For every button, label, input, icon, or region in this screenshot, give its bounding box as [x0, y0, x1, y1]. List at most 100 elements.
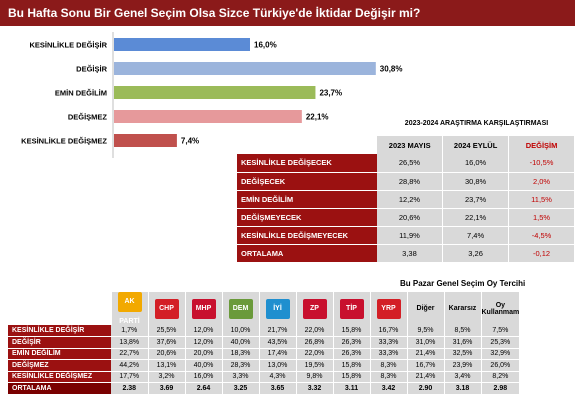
vote-header-text: Kararsız — [444, 292, 482, 325]
vote-cell: 3.18 — [444, 382, 482, 395]
bar-value-label: 16,0% — [254, 41, 277, 50]
bar-category-label: DEĞİŞMEZ — [68, 113, 108, 122]
vote-cell: 43,5% — [259, 336, 297, 349]
comparison-value-2023: 12,2% — [376, 190, 444, 209]
bar — [114, 110, 302, 123]
vote-cell: 13,8% — [111, 336, 149, 349]
comparison-row: DEĞİŞECEK 28,8% 30,8% 2,0% — [237, 172, 575, 191]
vote-cell: 3.25 — [222, 382, 260, 395]
vote-cell: 26,8% — [296, 336, 334, 349]
vote-cell: 18,3% — [222, 348, 260, 360]
vote-header-party: TİP — [333, 292, 371, 325]
vote-cell: 33,3% — [370, 336, 408, 349]
tip-logo: TİP — [339, 298, 364, 319]
vote-cell: 3,2% — [148, 371, 186, 383]
dem-parti-logo: DEM — [228, 298, 253, 319]
bar-value-label: 23,7% — [319, 89, 342, 98]
comparison-row: EMİN DEĞİLİM 12,2% 23,7% 11,5% — [237, 190, 575, 209]
comparison-value-2023: 11,9% — [376, 226, 444, 245]
comparison-value-change: 2,0% — [508, 172, 575, 191]
vote-row-label: DEĞİŞMEZ — [8, 359, 111, 372]
vote-cell: 13,1% — [148, 359, 186, 372]
vote-cell: 12,0% — [185, 325, 223, 337]
vote-row-label: KESİNLİKLE DEĞİŞİR — [8, 325, 111, 337]
vote-row-label: DEĞİŞİR — [8, 336, 111, 349]
comparison-header-change: DEĞİŞİM — [508, 136, 575, 154]
vote-cell: 31,0% — [407, 336, 445, 349]
vote-header-party: İYİ — [259, 292, 297, 325]
vote-cell: 13,0% — [259, 359, 297, 372]
iyi-parti-logo: İYİ — [265, 298, 290, 319]
vote-cell: 15,8% — [333, 325, 371, 337]
bar-chart: KESİNLİKLE DEĞİŞİR 16,0% DEĞİŞİR 30,8% EMİN … — [21, 32, 403, 158]
vote-cell: 37,6% — [148, 336, 186, 349]
vote-cell: 1,7% — [111, 325, 149, 337]
vote-cell: 32,5% — [444, 348, 482, 360]
vote-header-party: YRP — [370, 292, 408, 325]
vote-cell: 2.90 — [407, 382, 445, 395]
vote-cell: 9,8% — [296, 371, 334, 383]
bar-category-label: EMİN DEĞİLİM — [55, 89, 107, 98]
comparison-row-label: KESİNLİKLE DEĞİŞECEK — [237, 154, 377, 173]
vote-cell: 4,3% — [259, 371, 297, 383]
vote-row: KESİNLİKLE DEĞİŞİR 1,7% 25,5% 12,0% 10,0% 21,… — [8, 325, 521, 337]
comparison-value-2024: 22,1% — [442, 208, 510, 227]
chart-title: Bu Hafta Sonu Bir Genel Seçim Olsa Sizce… — [0, 0, 575, 26]
comparison-value-2024: 30,8% — [442, 172, 510, 191]
vote-cell: 20,0% — [185, 348, 223, 360]
bar-value-label: 30,8% — [380, 65, 403, 74]
comparison-header-2024: 2024 EYLÜL — [442, 136, 510, 154]
vote-header-text: Oy Kullanmam — [481, 292, 521, 325]
vote-cell: 26,3% — [333, 336, 371, 349]
vote-cell: 2.38 — [111, 382, 149, 395]
vote-cell: 8,5% — [444, 325, 482, 337]
vote-cell: 21,7% — [259, 325, 297, 337]
comparison-row: KESİNLİKLE DEĞİŞMEYECEK 11,9% 7,4% -4,5% — [237, 226, 575, 245]
bar — [114, 62, 376, 75]
vote-cell: 33,3% — [370, 348, 408, 360]
comparison-row: ORTALAMA 3,38 3,26 -0,12 — [237, 244, 575, 263]
vote-header-party: AK PARTİ — [111, 292, 149, 325]
vote-cell: 31,6% — [444, 336, 482, 349]
comparison-row-label: ORTALAMA — [237, 244, 377, 263]
comparison-row: KESİNLİKLE DEĞİŞECEK 26,5% 16,0% -10,5% — [237, 154, 575, 173]
comparison-value-2024: 7,4% — [442, 226, 510, 245]
vote-row: KESİNLİKLE DEĞİŞMEZ 17,7% 3,2% 16,0% 3,3% 4,3… — [8, 371, 521, 383]
vote-header-party: CHP — [148, 292, 186, 325]
comparison-header-2023: 2023 MAYIS — [376, 136, 444, 154]
vote-cell: 32,9% — [481, 348, 521, 360]
vote-row: EMİN DEĞİLİM 22,7% 20,6% 20,0% 18,3% 17,4% 22,… — [8, 348, 521, 360]
comparison-value-change: -0,12 — [508, 244, 575, 263]
vote-cell: 8,2% — [481, 371, 521, 383]
vote-cell: 40,0% — [222, 336, 260, 349]
vote-cell: 8,3% — [370, 371, 408, 383]
vote-cell: 22,7% — [111, 348, 149, 360]
comparison-value-change: -4,5% — [508, 226, 575, 245]
bar-category-label: KESİNLİKLE DEĞİŞMEZ — [21, 137, 107, 146]
vote-row: DEĞİŞMEZ 44,2% 13,1% 40,0% 28,3% 13,0% 19,5% 15… — [8, 359, 521, 372]
vote-cell: 23,9% — [444, 359, 482, 372]
vote-row: DEĞİŞİR 13,8% 37,6% 12,0% 40,0% 43,5% 26,8% 26,… — [8, 336, 521, 349]
chp-logo: CHP — [154, 298, 179, 319]
bar — [114, 86, 316, 99]
comparison-row-label: DEĞİŞMEYECEK — [237, 208, 377, 227]
vote-cell: 21,4% — [407, 348, 445, 360]
comparison-value-2023: 28,8% — [376, 172, 444, 191]
comparison-value-change: 1,5% — [508, 208, 575, 227]
vote-header-party: MHP — [185, 292, 223, 325]
vote-cell: 2.64 — [185, 382, 223, 395]
comparison-row-label: EMİN DEĞİLİM — [237, 190, 377, 209]
vote-header-party: DEM — [222, 292, 260, 325]
vote-cell: 3,4% — [444, 371, 482, 383]
zafer-partisi-logo: ZP — [302, 298, 327, 319]
ak-parti-logo: AK PARTİ — [117, 292, 142, 325]
vote-cell: 3.69 — [148, 382, 186, 395]
comparison-value-2024: 3,26 — [442, 244, 510, 263]
vote-cell: 17,4% — [259, 348, 297, 360]
vote-cell: 17,7% — [111, 371, 149, 383]
comparison-value-2023: 3,38 — [376, 244, 444, 263]
vote-row: ORTALAMA 2.38 3.69 2.64 3.25 3.65 3.32 3.11 3.42… — [8, 382, 521, 395]
comparison-row: DEĞİŞMEYECEK 20,6% 22,1% 1,5% — [237, 208, 575, 227]
vote-cell: 20,6% — [148, 348, 186, 360]
bar — [114, 38, 250, 51]
